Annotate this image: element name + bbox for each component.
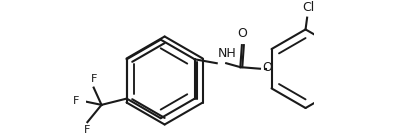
Text: NH: NH: [218, 47, 236, 60]
Text: F: F: [73, 96, 80, 106]
Text: Cl: Cl: [302, 2, 314, 14]
Text: F: F: [84, 125, 90, 135]
Text: O: O: [238, 27, 248, 40]
Text: F: F: [90, 74, 97, 84]
Text: O: O: [262, 61, 272, 74]
